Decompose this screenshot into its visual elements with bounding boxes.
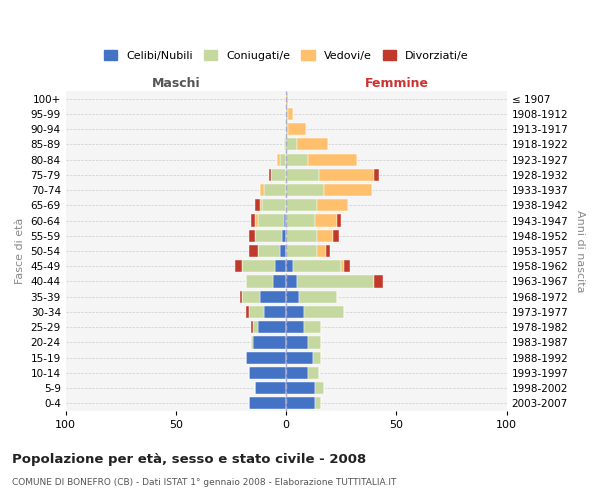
Bar bbox=[271, 168, 286, 181]
Bar bbox=[256, 214, 257, 226]
Bar bbox=[286, 108, 289, 120]
Bar bbox=[297, 138, 328, 150]
Bar bbox=[319, 168, 374, 181]
Bar bbox=[286, 245, 317, 257]
Bar bbox=[251, 321, 253, 334]
Bar bbox=[275, 260, 286, 272]
Bar bbox=[264, 184, 286, 196]
Bar bbox=[286, 336, 308, 348]
Bar bbox=[317, 199, 348, 211]
Bar bbox=[251, 214, 256, 226]
Bar bbox=[286, 367, 308, 379]
Bar bbox=[317, 245, 326, 257]
Bar bbox=[280, 245, 286, 257]
Bar bbox=[284, 214, 286, 226]
Text: Femmine: Femmine bbox=[364, 78, 428, 90]
Bar bbox=[282, 230, 286, 242]
Bar bbox=[264, 306, 286, 318]
Bar bbox=[251, 336, 253, 348]
Bar bbox=[256, 382, 286, 394]
Bar bbox=[260, 199, 262, 211]
Bar bbox=[253, 336, 286, 348]
Bar bbox=[323, 184, 372, 196]
Bar bbox=[286, 230, 317, 242]
Bar bbox=[315, 382, 323, 394]
Bar bbox=[326, 245, 331, 257]
Bar bbox=[344, 260, 350, 272]
Bar bbox=[304, 321, 322, 334]
Bar bbox=[257, 214, 284, 226]
Bar bbox=[240, 290, 242, 303]
Bar bbox=[286, 138, 297, 150]
Bar bbox=[332, 230, 339, 242]
Bar bbox=[249, 367, 286, 379]
Text: Popolazione per età, sesso e stato civile - 2008: Popolazione per età, sesso e stato civil… bbox=[12, 452, 366, 466]
Bar bbox=[308, 336, 322, 348]
Bar bbox=[293, 260, 341, 272]
Bar bbox=[256, 199, 260, 211]
Bar bbox=[260, 290, 286, 303]
Bar bbox=[286, 260, 293, 272]
Bar bbox=[257, 245, 280, 257]
Bar bbox=[286, 276, 297, 287]
Bar bbox=[277, 154, 280, 166]
Bar bbox=[257, 321, 286, 334]
Bar bbox=[315, 214, 337, 226]
Bar bbox=[289, 108, 293, 120]
Bar bbox=[289, 123, 306, 135]
Bar bbox=[308, 154, 357, 166]
Bar bbox=[260, 184, 264, 196]
Legend: Celibi/Nubili, Coniugati/e, Vedovi/e, Divorziati/e: Celibi/Nubili, Coniugati/e, Vedovi/e, Di… bbox=[100, 46, 473, 65]
Bar bbox=[242, 260, 275, 272]
Bar bbox=[269, 168, 271, 181]
Bar bbox=[313, 352, 322, 364]
Bar bbox=[286, 123, 289, 135]
Bar bbox=[341, 260, 344, 272]
Bar bbox=[286, 398, 315, 409]
Bar bbox=[262, 199, 286, 211]
Bar bbox=[249, 398, 286, 409]
Bar bbox=[286, 214, 315, 226]
Bar bbox=[286, 306, 304, 318]
Bar bbox=[308, 367, 319, 379]
Bar bbox=[247, 276, 273, 287]
Bar bbox=[286, 92, 289, 105]
Bar bbox=[304, 306, 344, 318]
Text: Maschi: Maschi bbox=[152, 78, 200, 90]
Bar bbox=[286, 168, 319, 181]
Y-axis label: Fasce di età: Fasce di età bbox=[15, 218, 25, 284]
Y-axis label: Anni di nascita: Anni di nascita bbox=[575, 210, 585, 292]
Bar bbox=[286, 199, 317, 211]
Bar bbox=[249, 306, 264, 318]
Bar bbox=[249, 245, 257, 257]
Bar bbox=[315, 398, 322, 409]
Bar bbox=[256, 230, 282, 242]
Bar bbox=[247, 352, 286, 364]
Bar bbox=[273, 276, 286, 287]
Bar bbox=[286, 382, 315, 394]
Bar bbox=[374, 168, 379, 181]
Bar bbox=[317, 230, 332, 242]
Bar bbox=[284, 138, 286, 150]
Bar bbox=[374, 276, 383, 287]
Bar bbox=[299, 290, 337, 303]
Bar bbox=[286, 352, 313, 364]
Bar bbox=[247, 306, 249, 318]
Bar bbox=[286, 154, 308, 166]
Bar bbox=[286, 184, 323, 196]
Bar bbox=[249, 230, 256, 242]
Bar bbox=[242, 290, 260, 303]
Text: COMUNE DI BONEFRO (CB) - Dati ISTAT 1° gennaio 2008 - Elaborazione TUTTITALIA.IT: COMUNE DI BONEFRO (CB) - Dati ISTAT 1° g… bbox=[12, 478, 397, 487]
Bar bbox=[235, 260, 242, 272]
Bar bbox=[286, 290, 299, 303]
Bar bbox=[337, 214, 341, 226]
Bar bbox=[280, 154, 286, 166]
Bar bbox=[297, 276, 374, 287]
Bar bbox=[286, 321, 304, 334]
Bar bbox=[253, 321, 257, 334]
